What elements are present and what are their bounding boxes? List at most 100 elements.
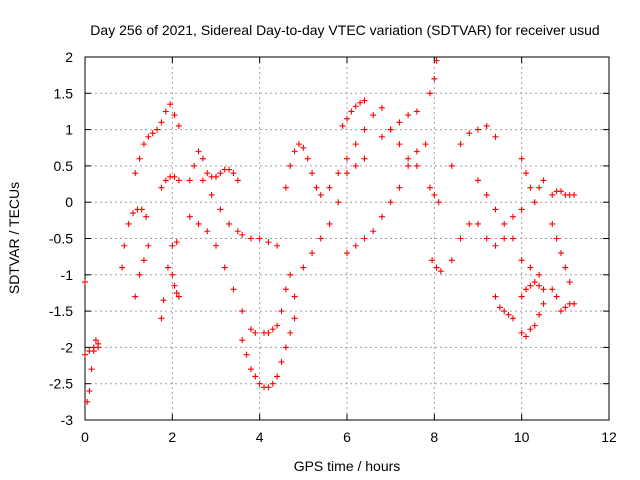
data-point — [208, 191, 215, 198]
data-point — [86, 348, 93, 355]
y-tick-label: 0.5 — [54, 158, 74, 174]
data-point — [536, 184, 543, 191]
data-point — [213, 173, 219, 180]
data-point — [361, 155, 368, 162]
data-point — [274, 322, 281, 329]
series-trace-i — [186, 148, 241, 184]
data-point — [175, 177, 182, 184]
x-tick-label: 0 — [81, 429, 89, 445]
series-trace-j — [186, 213, 259, 336]
data-point — [274, 373, 281, 380]
data-point — [344, 115, 350, 122]
y-axis-label: SDTVAR / TECUs — [6, 182, 22, 294]
data-point — [429, 257, 436, 264]
x-tick-label: 8 — [430, 429, 438, 445]
data-point — [413, 108, 420, 115]
data-point — [352, 103, 359, 110]
data-point — [475, 126, 481, 133]
data-point — [274, 242, 281, 249]
data-point — [167, 101, 174, 108]
series-trace-o — [291, 155, 368, 300]
x-tick-labels: 0 2 4 6 8 10 12 — [81, 429, 617, 445]
data-point — [518, 155, 525, 162]
data-point — [431, 75, 438, 82]
data-point — [265, 239, 272, 246]
series-trace-l — [239, 315, 298, 391]
data-point — [173, 289, 180, 296]
data-point — [501, 308, 508, 315]
data-point — [361, 97, 368, 104]
data-point — [405, 155, 412, 162]
data-point — [566, 279, 573, 286]
data-point — [448, 257, 455, 264]
data-point — [531, 279, 538, 286]
data-point — [357, 99, 364, 106]
data-point — [92, 337, 99, 344]
data-point — [287, 271, 294, 278]
data-point — [540, 300, 547, 307]
data-point — [82, 279, 88, 286]
data-point — [291, 148, 298, 155]
x-tick-label: 10 — [514, 429, 530, 445]
series-trace-n — [282, 141, 320, 191]
data-point — [457, 235, 464, 242]
data-point — [226, 166, 233, 173]
data-point — [149, 130, 156, 137]
data-point — [171, 173, 178, 180]
series-trace-h — [169, 271, 182, 300]
data-point — [195, 220, 202, 227]
series-trace-g — [158, 173, 182, 191]
data-point — [239, 231, 246, 238]
data-point — [140, 141, 147, 148]
x-tick-label: 6 — [343, 429, 351, 445]
y-tick-label: -2.5 — [49, 376, 73, 392]
data-point — [370, 228, 377, 235]
data-point — [448, 162, 455, 169]
data-point — [387, 126, 394, 133]
data-point — [396, 141, 403, 148]
data-point — [518, 329, 525, 336]
series-trace-u — [426, 184, 442, 206]
data-point — [239, 337, 246, 344]
data-point — [160, 297, 167, 304]
data-point — [213, 242, 219, 249]
data-point — [505, 311, 512, 318]
data-point — [523, 333, 530, 340]
data-point — [466, 220, 473, 227]
data-point — [304, 155, 311, 162]
data-point — [171, 112, 178, 119]
data-point — [509, 213, 516, 220]
data-point — [132, 293, 139, 300]
series-trace-ab — [518, 279, 547, 300]
series-trace-f — [158, 239, 180, 322]
data-point — [265, 329, 272, 336]
data-point — [553, 235, 560, 242]
x-axis-label: GPS time / hours — [294, 458, 401, 474]
data-point — [140, 257, 147, 264]
data-point — [344, 155, 350, 162]
series-trace-ae — [549, 220, 578, 307]
data-point — [326, 220, 333, 227]
series-trace-ad — [549, 188, 578, 198]
data-point — [549, 220, 556, 227]
chart-title: Day 256 of 2021, Sidereal Day-to-day VTE… — [90, 22, 599, 38]
data-point — [378, 213, 385, 220]
data-point — [278, 358, 285, 365]
data-point — [422, 141, 429, 148]
data-point — [230, 286, 237, 293]
series-trace-w — [448, 122, 499, 169]
series-trace-aa — [518, 300, 547, 340]
data-point — [566, 300, 573, 307]
series-trace-m — [261, 271, 294, 336]
y-tick-label: 1.5 — [54, 85, 74, 101]
series-trace-s — [378, 108, 420, 140]
data-point — [405, 112, 412, 119]
data-point — [234, 177, 241, 184]
series-trace-v — [429, 257, 444, 275]
data-point — [496, 304, 503, 311]
data-point — [396, 119, 403, 126]
data-marks — [82, 57, 578, 405]
data-point — [370, 112, 377, 119]
data-point — [186, 177, 193, 184]
data-point — [287, 329, 294, 336]
